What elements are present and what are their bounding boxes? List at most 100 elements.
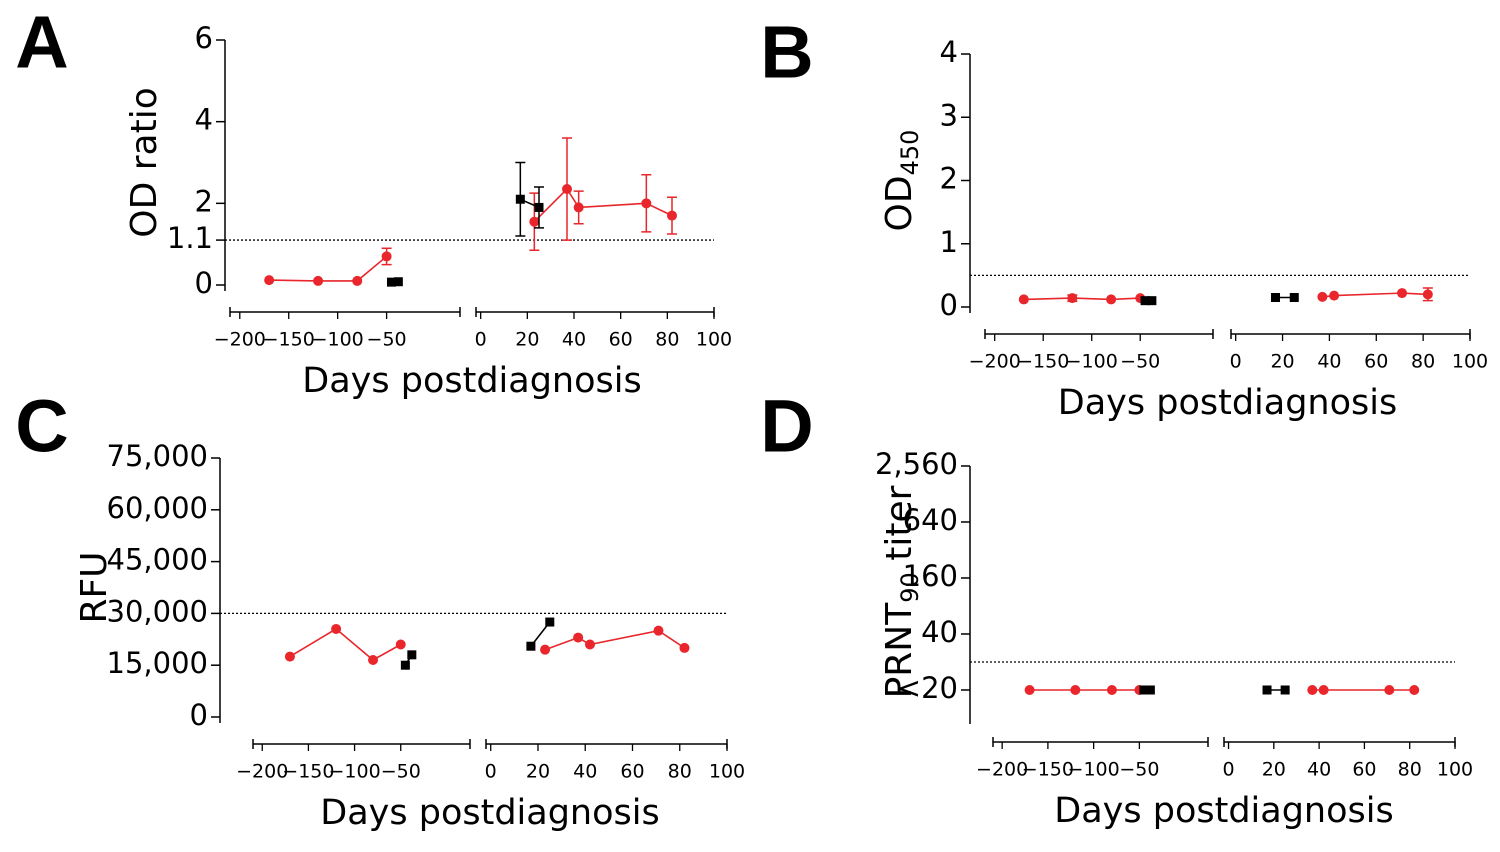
data-point bbox=[667, 210, 677, 221]
y-axis-label-part: OD bbox=[879, 175, 920, 231]
y-axis-label-part: OD ratio bbox=[124, 87, 165, 238]
y-axis-label-part: PRNT bbox=[879, 602, 920, 699]
x-axis-label: Days postdiagnosis bbox=[1054, 791, 1393, 831]
x-tick-label: 80 bbox=[1398, 759, 1422, 781]
data-point bbox=[1106, 294, 1117, 305]
data-point bbox=[1147, 296, 1157, 306]
x-tick-label: 100 bbox=[1452, 351, 1488, 373]
y-tick-label: 0 bbox=[940, 288, 958, 322]
series-line bbox=[544, 629, 685, 651]
data-point bbox=[534, 202, 544, 212]
x-tick-label: 20 bbox=[526, 761, 550, 783]
x-tick-label: −150 bbox=[1017, 351, 1069, 373]
x-tick-label: −100 bbox=[1068, 759, 1120, 781]
y-tick-label: 0 bbox=[190, 698, 208, 732]
x-tick-label: −50 bbox=[367, 329, 407, 351]
data-point bbox=[584, 639, 595, 650]
series-line bbox=[1322, 292, 1428, 298]
y-tick-label: 15,000 bbox=[107, 646, 208, 680]
x-tick-label: 20 bbox=[515, 329, 539, 351]
x-tick-label: 40 bbox=[1317, 351, 1341, 373]
data-point bbox=[1317, 291, 1328, 302]
y-axis-label-part: RFU bbox=[74, 551, 115, 623]
x-tick-label: 60 bbox=[1352, 759, 1376, 781]
x-tick-label: −200 bbox=[236, 761, 288, 783]
y-axis-label-subscript: 450 bbox=[896, 130, 924, 176]
data-point bbox=[1318, 685, 1329, 695]
x-tick-label: 80 bbox=[655, 329, 679, 351]
data-point bbox=[679, 642, 690, 653]
x-tick-label: −50 bbox=[1120, 351, 1160, 373]
x-tick-label: −150 bbox=[263, 329, 315, 351]
data-point bbox=[1329, 290, 1340, 301]
x-tick-label: −200 bbox=[969, 351, 1021, 373]
x-tick-label: 100 bbox=[1437, 759, 1473, 781]
x-tick-label: 40 bbox=[573, 761, 597, 783]
y-tick-label: 40 bbox=[921, 615, 958, 649]
x-tick-label: −200 bbox=[214, 329, 266, 351]
x-axis-label: Days postdiagnosis bbox=[1058, 383, 1397, 423]
x-tick-label: 0 bbox=[1222, 759, 1234, 781]
data-point bbox=[1307, 685, 1318, 695]
data-point bbox=[386, 277, 396, 287]
x-tick-label: −150 bbox=[1022, 759, 1074, 781]
panel-letter: B bbox=[760, 11, 813, 94]
data-point bbox=[1024, 685, 1035, 695]
data-point bbox=[393, 277, 403, 287]
x-tick-label: 60 bbox=[1364, 351, 1388, 373]
x-tick-label: 0 bbox=[1230, 351, 1242, 373]
data-point bbox=[395, 639, 406, 650]
x-tick-label: −50 bbox=[381, 761, 421, 783]
y-tick-label: 3 bbox=[940, 98, 958, 132]
x-tick-label: 80 bbox=[668, 761, 692, 783]
x-tick-label: 60 bbox=[620, 761, 644, 783]
x-tick-label: 100 bbox=[709, 761, 745, 783]
y-tick-label: 2 bbox=[940, 162, 958, 196]
x-axis-label: Days postdiagnosis bbox=[302, 361, 641, 401]
y-tick-label: 640 bbox=[903, 503, 958, 537]
data-point bbox=[526, 641, 536, 651]
data-point bbox=[381, 251, 392, 262]
y-tick-label: <20 bbox=[897, 671, 958, 705]
y-tick-label: 1.1 bbox=[167, 221, 213, 255]
data-point bbox=[407, 650, 417, 660]
data-point bbox=[515, 194, 525, 204]
y-tick-label: 2 bbox=[195, 184, 213, 218]
data-point bbox=[1106, 685, 1117, 695]
data-point bbox=[529, 216, 540, 227]
data-point bbox=[352, 275, 363, 286]
series-line bbox=[533, 187, 673, 223]
data-point bbox=[284, 651, 295, 662]
y-tick-label: 160 bbox=[903, 559, 958, 593]
data-point bbox=[573, 632, 584, 643]
y-tick-label: 0 bbox=[195, 266, 213, 300]
data-point bbox=[1139, 685, 1149, 695]
x-tick-label: −50 bbox=[1119, 759, 1159, 781]
data-point bbox=[331, 623, 342, 634]
y-axis-label-subscript: 90 bbox=[896, 572, 924, 603]
data-point bbox=[1409, 685, 1420, 695]
y-tick-label: 1 bbox=[940, 225, 958, 259]
data-point bbox=[573, 202, 584, 213]
data-point bbox=[1140, 296, 1150, 306]
y-tick-label: 4 bbox=[195, 103, 213, 137]
x-tick-label: −100 bbox=[312, 329, 364, 351]
x-axis-label: Days postdiagnosis bbox=[320, 793, 659, 833]
y-tick-label: 30,000 bbox=[107, 594, 208, 628]
x-tick-label: 0 bbox=[475, 329, 487, 351]
y-tick-label: 75,000 bbox=[107, 439, 208, 473]
data-point bbox=[1145, 685, 1155, 695]
x-tick-label: 20 bbox=[1262, 759, 1286, 781]
y-tick-label: 2,560 bbox=[875, 447, 958, 481]
x-tick-label: 40 bbox=[562, 329, 586, 351]
series-line bbox=[269, 255, 388, 282]
data-point bbox=[1280, 685, 1290, 695]
data-point bbox=[1271, 293, 1281, 303]
y-axis-label: PRNT90 titer bbox=[879, 485, 924, 698]
panel-letter: D bbox=[760, 385, 813, 468]
y-axis-label-part: titer bbox=[879, 485, 920, 572]
data-point bbox=[1067, 293, 1078, 304]
panel-letter: C bbox=[15, 385, 68, 468]
data-point bbox=[1384, 685, 1395, 695]
